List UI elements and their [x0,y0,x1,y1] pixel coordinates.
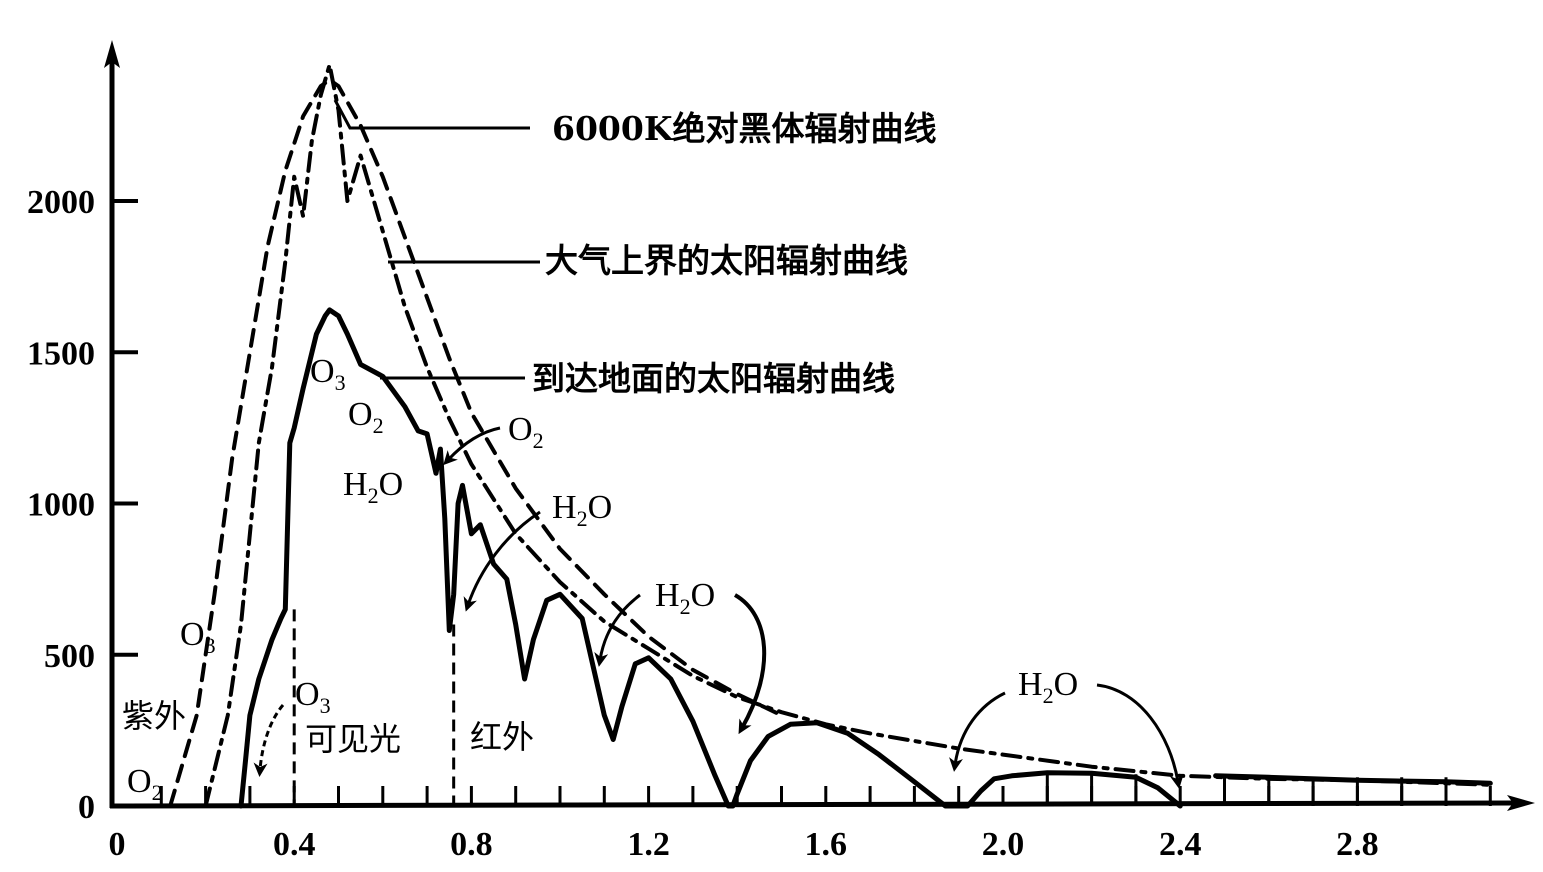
curve-top-of-atmosphere [203,62,1493,808]
x-tick-label: 1.6 [805,826,848,863]
y-axis-arrow-icon [104,40,120,68]
o2-peak-label: O2 [348,396,384,438]
x-tick-label: 2.4 [1159,826,1202,863]
o3-visible-label: O3 [295,676,331,718]
curves [168,62,1493,809]
x-ticks: 0 0.4 0.8 1.2 1.6 2.0 2.4 2.8 [109,786,1492,863]
y-tick-label: 0 [78,789,95,826]
o2-uv-label: O2 [127,763,163,805]
o2-arrow-label: O2 [508,411,544,453]
x-tick-label: 0.4 [273,826,316,863]
y-ticks: 0 500 1000 1500 2000 [27,184,138,826]
h2o-arrow3-label: H2O [1018,666,1078,708]
region-label-visible: 可见光 [305,720,401,758]
legend-label-toa: 大气上界的太阳辐射曲线 [545,241,908,280]
y-tick-label: 500 [44,638,95,675]
callout-line-blackbody [333,99,530,130]
y-tick-label: 2000 [27,184,95,221]
h2o-arrow3a-icon [949,691,1006,772]
legend-label-blackbody: 6000K绝对黑体辐射曲线 [552,109,937,148]
x-axis [109,800,1516,809]
curve-blackbody-6000k [168,78,784,808]
region-label-ir: 红外 [470,718,534,756]
h2o-arrow1-label: H2O [552,489,612,531]
axes [104,40,1535,811]
x-tick-label: 2.0 [982,826,1025,863]
y-tick-label: 1500 [27,335,95,372]
x-axis-arrow-icon [1507,795,1535,811]
x-tick-label: 2.8 [1336,826,1379,863]
h2o-arrow2-label: H2O [655,577,715,619]
legend-callouts: 6000K绝对黑体辐射曲线 大气上界的太阳辐射曲线 到达地面的太阳辐射曲线 [333,99,937,398]
x-tick-label: 0 [109,826,126,863]
x-tick-label: 1.2 [627,826,670,863]
absorption-annotations: O3 O2 H2O O2 H2O H2O H2O O3 O3 O2 紫外 可见光… [122,353,1184,805]
curve-surface [238,307,1183,809]
h2o-arrow1-icon [463,510,541,612]
h2o-arrow2b-icon [733,593,767,735]
x-tick-label: 0.8 [450,826,493,863]
h2o-arrow2a-icon [594,593,641,667]
o3-uv-label: O3 [180,616,216,658]
h2o-visible-label: H2O [343,466,403,508]
h2o-arrow3b-icon [1096,683,1184,789]
y-tick-label: 1000 [27,487,95,524]
o3-peak-label: O3 [310,353,346,395]
region-dividers [292,609,456,806]
o3-visible-arrow-icon [253,704,285,777]
region-label-uv: 紫外 [122,697,186,735]
legend-label-surface: 到达地面的太阳辐射曲线 [532,359,895,398]
o2-arrow-icon [443,426,501,466]
